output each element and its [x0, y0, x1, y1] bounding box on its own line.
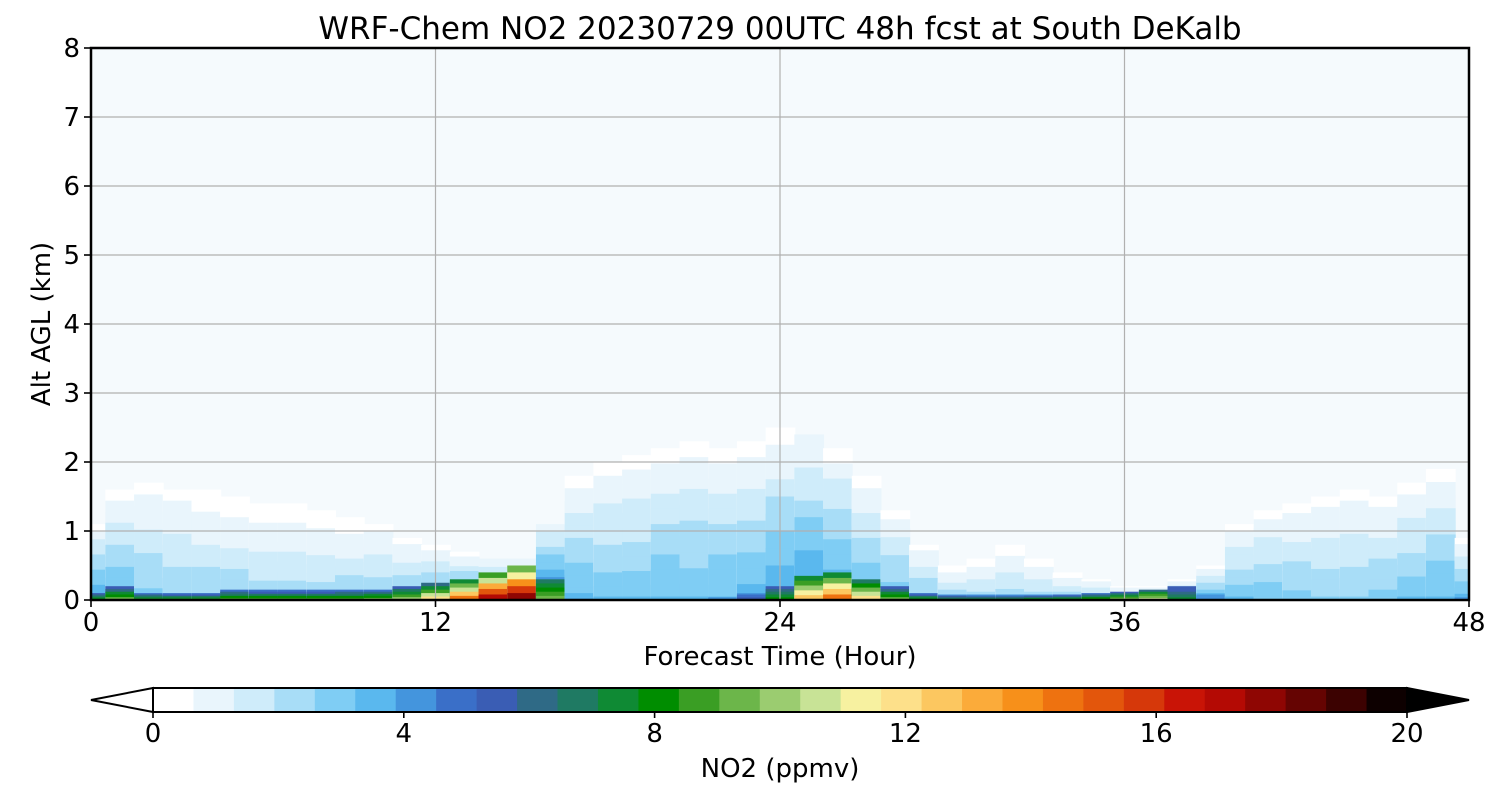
- field-surface-band: [478, 594, 509, 600]
- colorbar-frame: [152, 687, 1408, 713]
- colorbar-cell: [314, 688, 356, 712]
- y-tick-label: 7: [63, 103, 80, 133]
- field-band: [1311, 589, 1341, 600]
- y-tick-label: 4: [63, 310, 80, 340]
- colorbar-tick-label: 8: [646, 719, 663, 749]
- colorbar-cell: [759, 688, 801, 712]
- colorbar-cell: [436, 688, 478, 712]
- colorbar-tick-label: 4: [396, 719, 413, 749]
- field-surface-band: [1167, 597, 1198, 600]
- colorbar-cell: [840, 688, 882, 712]
- colorbar-cell: [1366, 688, 1408, 712]
- field-band: [1224, 592, 1255, 600]
- colorbar-cell: [1245, 688, 1287, 712]
- colorbar-tick-label: 16: [1140, 719, 1173, 749]
- colorbar-extend-max: [1406, 686, 1470, 714]
- field-surface-band: [535, 595, 566, 600]
- y-axis: 0 1 2 3 4 5 6 7 8: [63, 34, 91, 616]
- x-axis-label: Forecast Time (Hour): [643, 642, 916, 672]
- x-axis: 0 12 24 36 48: [83, 600, 1486, 638]
- colorbar-tick-label: 20: [1390, 719, 1423, 749]
- x-tick-label: 24: [763, 608, 796, 638]
- field-band: [1339, 588, 1370, 600]
- grid-lines: [91, 48, 1469, 600]
- y-tick-label: 6: [63, 172, 80, 202]
- colorbar-cell: [355, 688, 397, 712]
- field-surface-band: [507, 593, 537, 600]
- field-band: [679, 584, 710, 600]
- colorbar-cell: [1326, 688, 1368, 712]
- colorbar-cell: [517, 688, 559, 712]
- field-band: [708, 584, 738, 600]
- field-surface-band: [851, 595, 882, 600]
- colorbar-cell: [881, 688, 923, 712]
- x-tick-label: 0: [83, 608, 100, 638]
- colorbar-cell: [638, 688, 680, 712]
- field-surface-band: [449, 595, 480, 600]
- colorbar-cell: [597, 688, 640, 712]
- y-tick-label: 1: [63, 517, 80, 547]
- no2-contour-field: [91, 427, 1469, 600]
- colorbar-cell: [800, 688, 842, 712]
- colorbar-extend-min: [90, 686, 154, 714]
- field-band: [1397, 588, 1427, 600]
- x-tick-label: 36: [1108, 608, 1141, 638]
- colorbar-tick-label: 12: [889, 719, 922, 749]
- field-surface-band: [794, 595, 825, 600]
- y-axis-label: Alt AGL (km): [27, 242, 57, 406]
- field-band: [1282, 590, 1313, 600]
- colorbar-ticks: 0 4 8 12 16 20: [145, 712, 1424, 749]
- colorbar-cells: [153, 688, 1408, 712]
- field-surface-band: [105, 597, 136, 600]
- field-band: [622, 585, 652, 600]
- field-surface-band: [392, 597, 423, 600]
- colorbar-cell: [274, 688, 316, 712]
- colorbar-cell: [1042, 688, 1084, 712]
- field-surface-band: [880, 597, 911, 600]
- y-tick-label: 3: [63, 379, 80, 409]
- y-tick-label: 0: [63, 586, 80, 616]
- colorbar-cell: [395, 688, 437, 712]
- colorbar-cell: [678, 688, 720, 712]
- colorbar-cell: [962, 688, 1004, 712]
- y-tick-label: 8: [63, 34, 80, 64]
- chart-title: WRF-Chem NO2 20230729 00UTC 48h fcst at …: [318, 11, 1241, 47]
- colorbar-cell: [1083, 688, 1125, 712]
- colorbar-cell: [921, 688, 963, 712]
- colorbar-cell: [476, 688, 518, 712]
- colorbar-cell: [1164, 688, 1206, 712]
- field-band: [1368, 589, 1399, 600]
- colorbar-cell: [233, 688, 275, 712]
- field-band: [650, 584, 681, 600]
- x-tick-label: 12: [419, 608, 452, 638]
- colorbar-cell: [153, 688, 195, 712]
- colorbar-cell: [1204, 688, 1246, 712]
- colorbar-cell: [1285, 688, 1327, 712]
- colorbar: 0 4 8 12 16 20 NO2 (ppmv): [90, 686, 1470, 784]
- field-band: [1253, 591, 1284, 600]
- colorbar-label: NO2 (ppmv): [701, 754, 860, 784]
- y-tick-label: 2: [63, 448, 80, 478]
- x-tick-label: 48: [1452, 608, 1485, 638]
- colorbar-cell: [1002, 688, 1044, 712]
- colorbar-cell: [1123, 688, 1165, 712]
- y-tick-label: 5: [63, 241, 80, 271]
- plot-area: [89, 46, 1471, 602]
- field-surface-band: [823, 594, 853, 600]
- colorbar-cell: [193, 688, 235, 712]
- colorbar-tick-label: 0: [145, 719, 162, 749]
- colorbar-cell: [557, 688, 599, 712]
- colorbar-cell: [719, 688, 761, 712]
